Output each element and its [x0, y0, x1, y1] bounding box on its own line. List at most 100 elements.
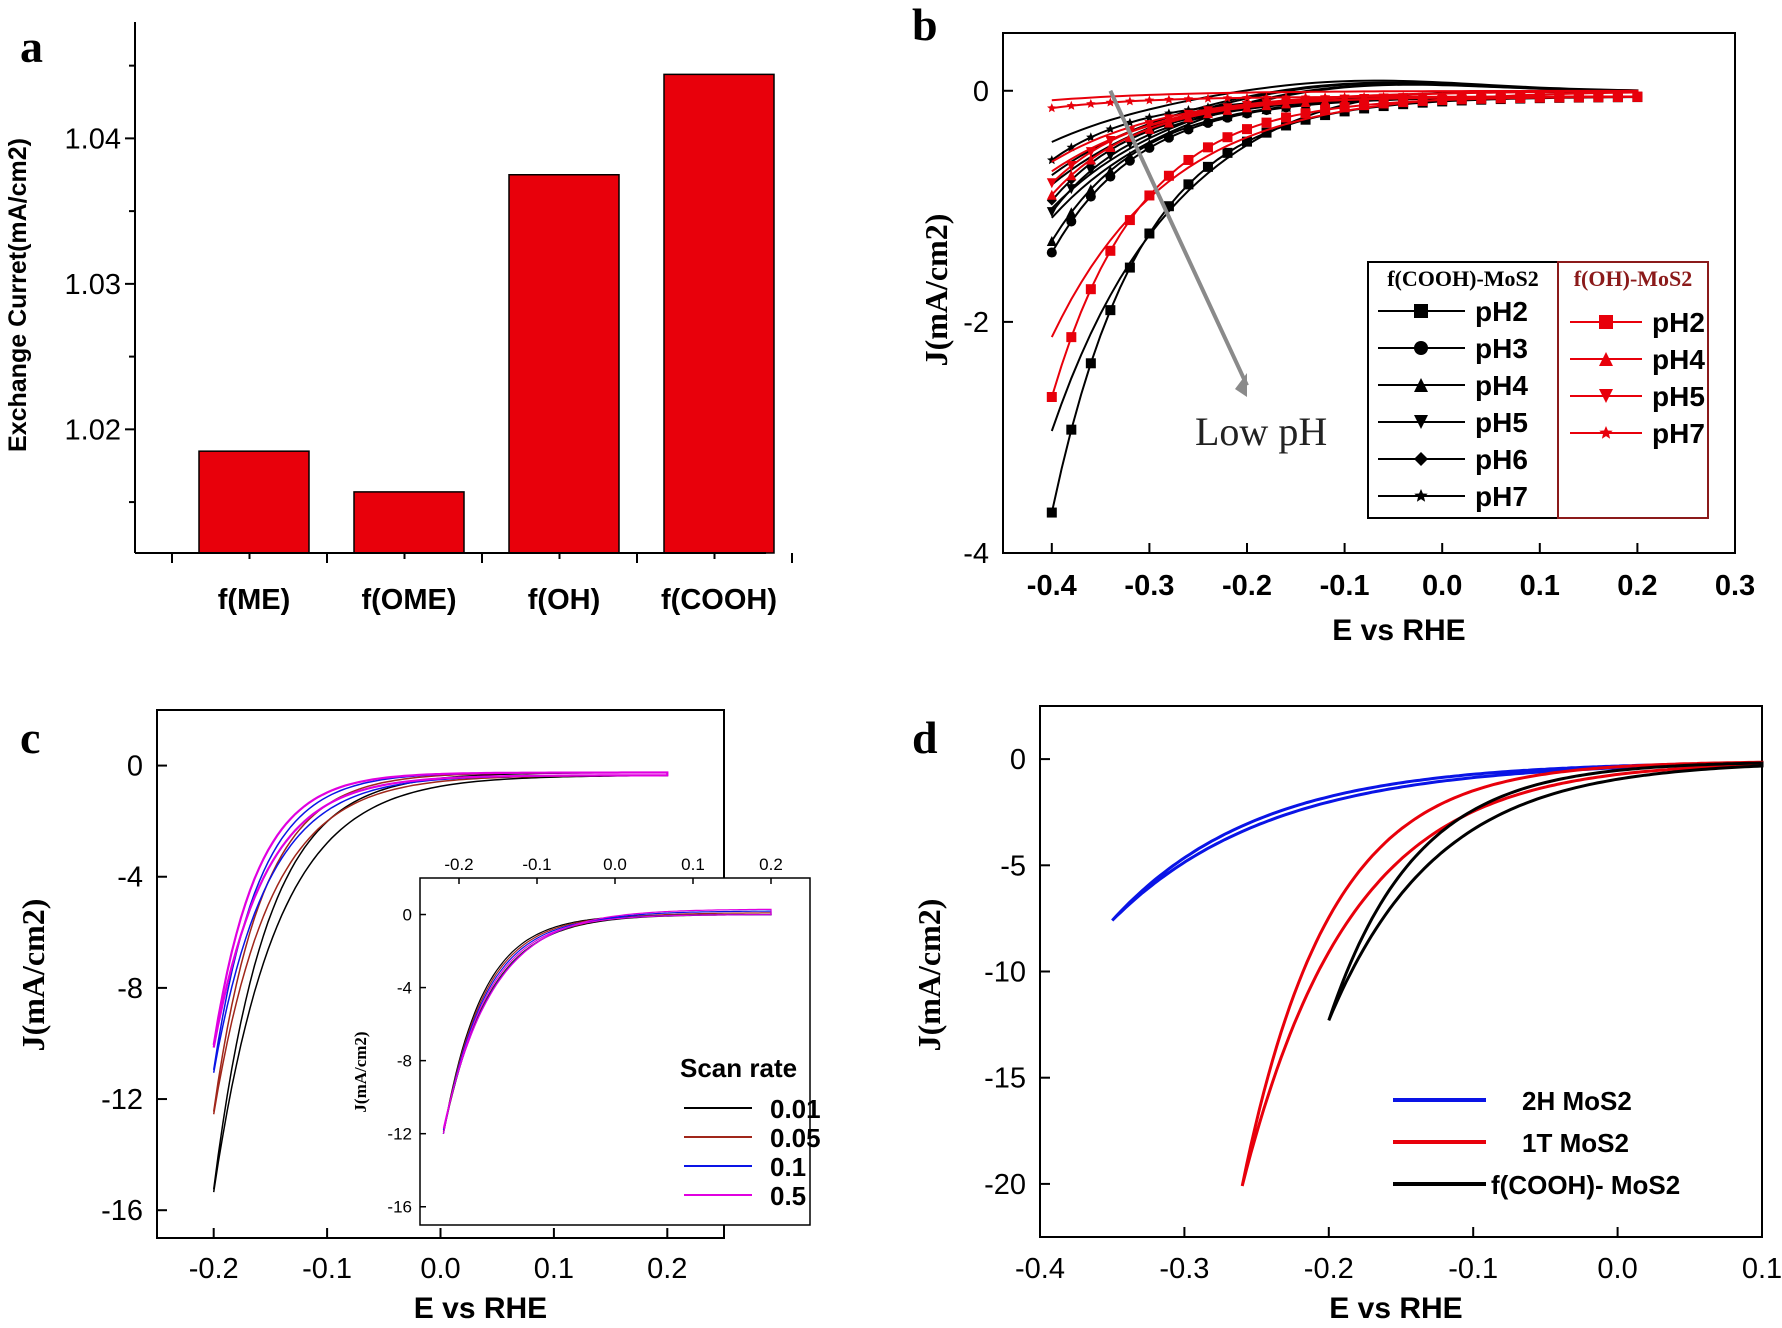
- data-point: [1164, 94, 1174, 104]
- legend-entry: 1T MoS2: [1522, 1128, 1629, 1158]
- legend-entry: pH4: [1475, 370, 1528, 401]
- data-point: [1202, 161, 1213, 172]
- data-point: [1320, 104, 1331, 115]
- inset-x-tick-label: -0.2: [444, 855, 473, 874]
- legend-entry: 0.1: [770, 1152, 806, 1182]
- legend-marker: [1414, 378, 1428, 392]
- data-point: [1047, 155, 1057, 165]
- y-axis-label: Exchange Curret(mA/cm2): [4, 138, 32, 452]
- data-point: [1632, 91, 1643, 101]
- data-point: [1535, 91, 1545, 101]
- y-tick-label: 0: [127, 751, 143, 783]
- data-point: [1105, 124, 1116, 134]
- y-tick-label: -10: [984, 957, 1026, 989]
- data-point: [1222, 147, 1233, 158]
- data-point: [1085, 147, 1096, 158]
- data-point: [1203, 93, 1213, 103]
- x-tick-label: -0.4: [1027, 570, 1077, 602]
- y-tick-label: -12: [101, 1084, 143, 1116]
- data-point: [1066, 160, 1077, 171]
- data-point: [1046, 247, 1057, 258]
- bar: [663, 73, 775, 554]
- data-point: [1613, 91, 1623, 101]
- y-tick-label: -20: [984, 1169, 1026, 1201]
- data-point: [1124, 150, 1135, 161]
- data-point: [1593, 91, 1604, 101]
- data-point: [1339, 92, 1350, 101]
- data-point: [1183, 179, 1194, 190]
- data-point: [1066, 424, 1077, 435]
- x-tick-label: f(COOH): [661, 584, 777, 616]
- data-point: [1398, 91, 1408, 101]
- legend-entry: pH2: [1652, 307, 1705, 338]
- data-point: [1086, 99, 1096, 108]
- panel-label-d: d: [912, 712, 938, 763]
- bar: [353, 491, 465, 554]
- data-point: [1261, 127, 1272, 138]
- data-point: [1242, 136, 1252, 147]
- inset-x-tick-label: 0.0: [603, 855, 627, 874]
- x-axis-label: E vs RHE: [414, 1292, 547, 1325]
- data-point: [1476, 91, 1486, 101]
- legend-cooh: f(COOH)-MoS2 pH2 pH3 pH4 pH5 pH6 pH7: [1367, 261, 1559, 519]
- plot-frame: [1002, 32, 1736, 554]
- data-point: [1046, 178, 1057, 189]
- legend-entry: pH6: [1475, 444, 1528, 475]
- data-point: [1261, 92, 1272, 102]
- panel-label-a: a: [20, 21, 43, 72]
- inset-y-tick-label: 0: [403, 906, 412, 925]
- data-point: [1066, 332, 1077, 343]
- data-point: [1320, 92, 1330, 102]
- data-point: [1183, 109, 1194, 120]
- x-axis-label: E vs RHE: [1329, 1292, 1462, 1325]
- bar: [198, 450, 310, 554]
- data-point: [1417, 91, 1428, 101]
- data-point: [1085, 358, 1096, 369]
- inset-x-tick-label: 0.1: [681, 855, 705, 874]
- data-point: [1281, 92, 1291, 102]
- data-point: [1085, 184, 1096, 195]
- data-point: [1163, 129, 1174, 140]
- data-point: [1359, 100, 1370, 111]
- data-point: [1066, 207, 1077, 218]
- y-tick-label: 1.04: [65, 123, 121, 155]
- x-tick-label: 0.0: [1422, 570, 1462, 602]
- y-tick-label: -15: [984, 1063, 1026, 1095]
- data-point: [1066, 100, 1077, 110]
- data-point: [1105, 97, 1116, 107]
- x-tick-label: 0.2: [1617, 570, 1657, 602]
- data-point: [1242, 124, 1252, 135]
- legend-entry: pH7: [1652, 418, 1705, 449]
- x-tick-label: 0.3: [1715, 570, 1755, 602]
- y-tick-label: -2: [963, 307, 989, 339]
- inset-y-tick-label: -12: [387, 1125, 412, 1144]
- x-tick-label: -0.3: [1124, 570, 1174, 602]
- data-point: [1085, 165, 1096, 176]
- legend-entry: pH3: [1475, 333, 1528, 364]
- legend-entry: pH7: [1475, 481, 1528, 512]
- x-tick-label: f(OH): [528, 584, 600, 616]
- data-point: [1085, 154, 1096, 165]
- data-point: [1105, 165, 1116, 176]
- y-axis-label: J(mA/cm2): [918, 214, 954, 367]
- legend-title: f(COOH)-MoS2: [1387, 266, 1539, 291]
- data-point: [1046, 236, 1057, 246]
- x-tick-label: -0.3: [1159, 1253, 1209, 1285]
- panel-label-b: b: [912, 0, 938, 50]
- data-point: [1359, 91, 1369, 101]
- data-point: [1144, 112, 1155, 122]
- data-point: [1437, 91, 1447, 101]
- data-point: [1574, 91, 1584, 101]
- data-point: [1281, 112, 1292, 123]
- data-point: [1105, 245, 1116, 256]
- legend-marker: [1599, 389, 1613, 403]
- x-tick-label: -0.2: [189, 1253, 239, 1285]
- legend-entry: pH5: [1652, 381, 1705, 412]
- data-point: [1144, 120, 1155, 131]
- data-point: [1046, 189, 1057, 200]
- panel-a: a 1.02 1.03 1.04 f(ME) f(OME) f(OH) f(COOH) Exch…: [4, 21, 793, 616]
- data-point: [1144, 190, 1155, 201]
- data-point: [1261, 117, 1272, 128]
- y-tick-label: 0: [1010, 744, 1026, 776]
